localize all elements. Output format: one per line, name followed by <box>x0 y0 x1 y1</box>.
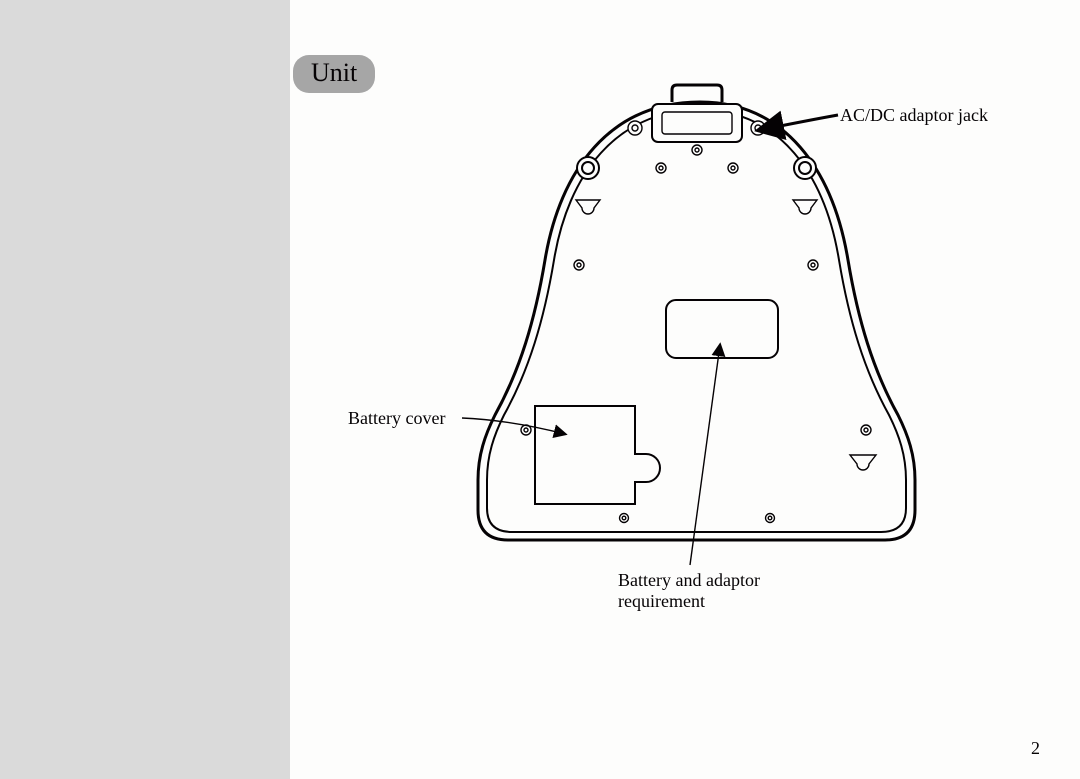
device-diagram <box>290 0 1080 779</box>
rating-label-rect <box>666 300 778 358</box>
left-gutter <box>0 0 290 779</box>
